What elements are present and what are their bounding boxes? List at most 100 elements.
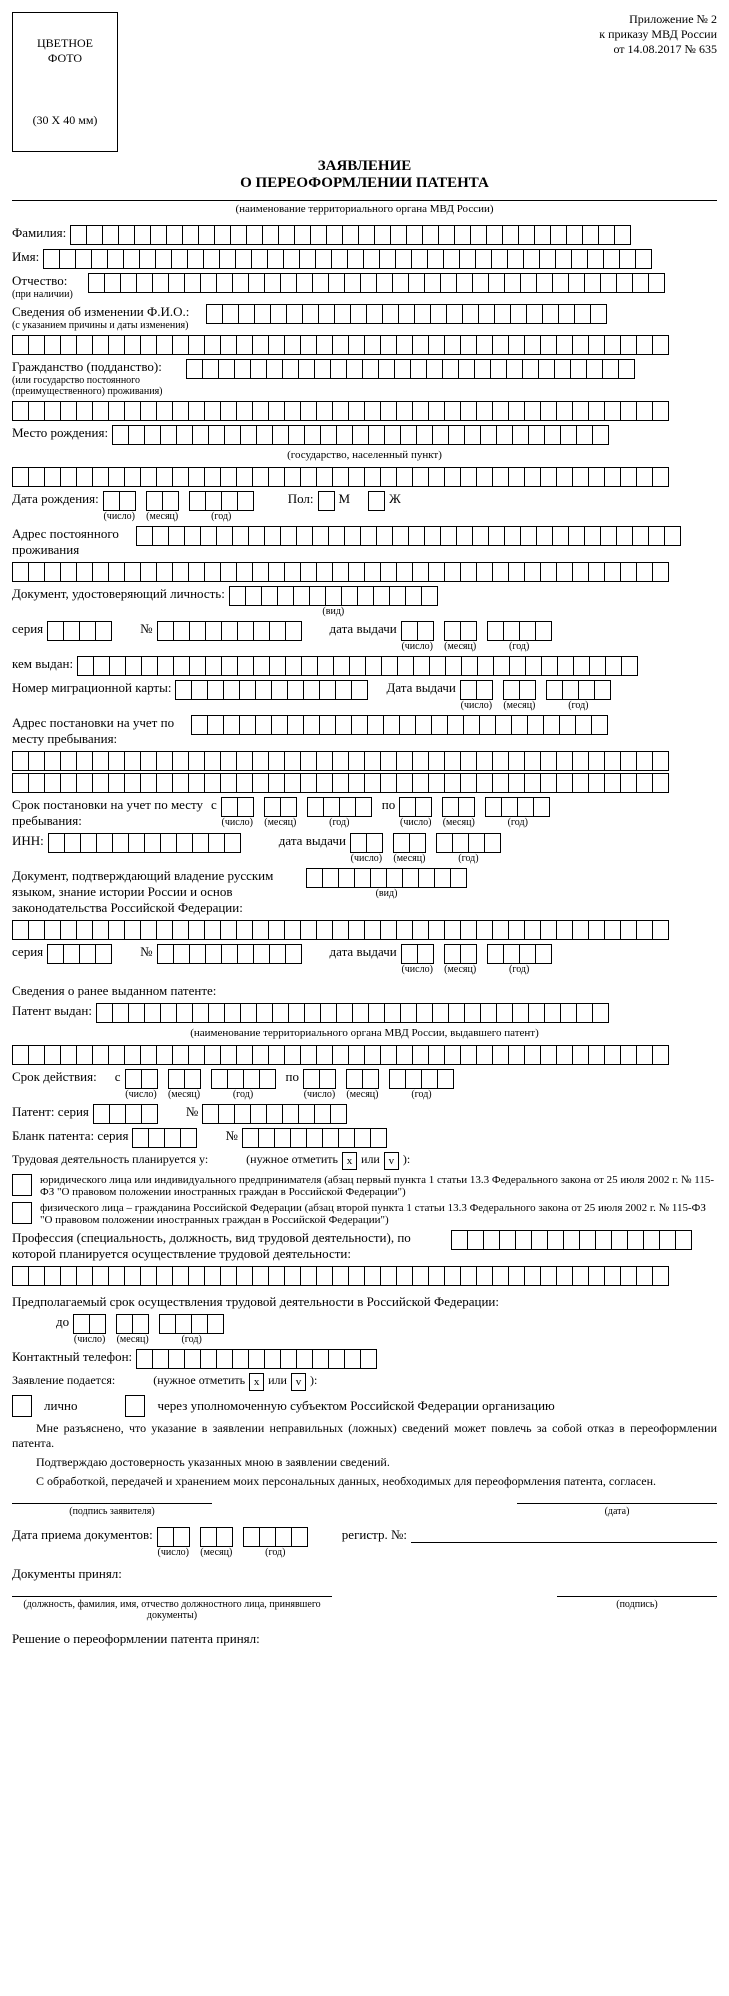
citizenship-cells[interactable] <box>186 359 635 379</box>
reg-no-field[interactable] <box>411 1527 717 1543</box>
legal-entity-text: юридического лица или индивидуального пр… <box>40 1174 717 1198</box>
birth-year-cells[interactable] <box>189 491 254 511</box>
lang-number-cells[interactable] <box>157 944 302 964</box>
id-series-cells[interactable] <box>47 621 112 641</box>
to-label-1: по <box>382 797 395 813</box>
val-from-year[interactable] <box>211 1069 276 1089</box>
document-title: ЗАЯВЛЕНИЕ О ПЕРЕОФОРМЛЕНИИ ПАТЕНТА <box>12 158 717 192</box>
blank-series-cells[interactable] <box>132 1128 197 1148</box>
inn-month[interactable] <box>393 833 426 853</box>
lang-year[interactable] <box>487 944 552 964</box>
sex-f-label: Ж <box>389 491 401 507</box>
profession-cells[interactable] <box>451 1230 692 1250</box>
docs-year[interactable] <box>243 1527 308 1547</box>
date-sig-line[interactable]: (дата) <box>517 1503 717 1517</box>
phone-cells[interactable] <box>136 1349 377 1369</box>
issued-by-cells[interactable] <box>77 656 638 676</box>
stay-from-year[interactable] <box>307 797 372 817</box>
annex-block: Приложение № 2 к приказу МВД России от 1… <box>599 12 717 57</box>
id-doc-vid-cells[interactable] <box>229 586 438 606</box>
val-from-day[interactable] <box>125 1069 158 1089</box>
id-issue-month[interactable] <box>444 621 477 641</box>
in-person-checkbox[interactable] <box>12 1395 32 1417</box>
applicant-sig-line[interactable]: (подпись заявителя) <box>12 1503 212 1517</box>
stay-to-month[interactable] <box>442 797 475 817</box>
patent-issued-row: Патент выдан: <box>12 1003 717 1023</box>
patent-series-cells[interactable] <box>93 1104 158 1124</box>
wp-month[interactable] <box>116 1314 149 1334</box>
inn-label: ИНН: <box>12 833 44 849</box>
patronymic-cells[interactable] <box>88 273 665 293</box>
migr-card-cells[interactable] <box>175 680 368 700</box>
val-from-month[interactable] <box>168 1069 201 1089</box>
stay-to-year[interactable] <box>485 797 550 817</box>
in-person-label: лично <box>44 1398 77 1414</box>
official-sig-line[interactable]: (должность, фамилия, имя, отчество должн… <box>12 1596 332 1621</box>
val-to-month[interactable] <box>346 1069 379 1089</box>
migr-day[interactable] <box>460 680 493 700</box>
lang-doc-vid-group: (вид) <box>306 868 467 899</box>
id-issue-year[interactable] <box>487 621 552 641</box>
address-stay-cells-2[interactable] <box>12 751 669 771</box>
birthplace-note: (государство, населенный пункт) <box>12 449 717 461</box>
address-stay-cells[interactable] <box>191 715 608 735</box>
docs-day[interactable] <box>157 1527 190 1547</box>
signature-line[interactable]: (подпись) <box>557 1596 717 1621</box>
docs-month[interactable] <box>200 1527 233 1547</box>
id-doc-vid-group: (вид) <box>229 586 438 617</box>
via-org-checkbox[interactable] <box>125 1395 145 1417</box>
blank-no-cells[interactable] <box>242 1128 387 1148</box>
birthplace-cells-2[interactable] <box>12 467 669 487</box>
profession-cells-2[interactable] <box>12 1266 669 1286</box>
photo-label-3: (30 X 40 мм) <box>33 113 98 128</box>
inn-year[interactable] <box>436 833 501 853</box>
work-period-row: до (число) (месяц) (год) <box>12 1314 717 1345</box>
address-perm-cells-2[interactable] <box>12 562 669 582</box>
natural-person-checkbox[interactable] <box>12 1202 32 1224</box>
patent-issued-cells[interactable] <box>96 1003 609 1023</box>
phone-row: Контактный телефон: <box>12 1349 717 1369</box>
lang-series-cells[interactable] <box>47 944 112 964</box>
surname-label: Фамилия: <box>12 225 66 241</box>
citizenship-cells-2[interactable] <box>12 401 669 421</box>
lang-month[interactable] <box>444 944 477 964</box>
birth-day-cells[interactable] <box>103 491 136 511</box>
name-cells[interactable] <box>43 249 652 269</box>
birthdate-row: Дата рождения: (число) (месяц) (год) Пол… <box>12 491 717 522</box>
sex-f-cell[interactable] <box>368 491 385 511</box>
docs-received-label: Документы принял: <box>12 1566 717 1582</box>
fio-change-cells-2[interactable] <box>12 335 669 355</box>
stay-to-day[interactable] <box>399 797 432 817</box>
val-to-year[interactable] <box>389 1069 454 1089</box>
sex-m-cell[interactable] <box>318 491 335 511</box>
photo-placeholder: ЦВЕТНОЕ ФОТО (30 X 40 мм) <box>12 12 118 152</box>
migr-month[interactable] <box>503 680 536 700</box>
inn-cells[interactable] <box>48 833 241 853</box>
stay-from-month[interactable] <box>264 797 297 817</box>
id-number-cells[interactable] <box>157 621 302 641</box>
val-to-day[interactable] <box>303 1069 336 1089</box>
patent-no-cells[interactable] <box>202 1104 347 1124</box>
address-stay-cells-3[interactable] <box>12 773 669 793</box>
surname-cells[interactable] <box>70 225 631 245</box>
wp-day[interactable] <box>73 1314 106 1334</box>
birth-month-cells[interactable] <box>146 491 179 511</box>
inn-day[interactable] <box>350 833 383 853</box>
lang-doc-cells-2[interactable] <box>12 920 669 940</box>
stay-from-day[interactable] <box>221 797 254 817</box>
submit-v-cell: v <box>291 1373 306 1391</box>
natural-person-row: физического лица – гражданина Российской… <box>12 1202 717 1226</box>
patent-series-row: Патент: серия № <box>12 1104 717 1124</box>
lang-day[interactable] <box>401 944 434 964</box>
birthplace-cells[interactable] <box>112 425 609 445</box>
legal-entity-checkbox[interactable] <box>12 1174 32 1196</box>
lang-doc-vid-cells[interactable] <box>306 868 467 888</box>
id-issue-day[interactable] <box>401 621 434 641</box>
patent-issued-label: Патент выдан: <box>12 1003 92 1019</box>
migr-year[interactable] <box>546 680 611 700</box>
patent-issued-cells-2[interactable] <box>12 1045 669 1065</box>
wp-year[interactable] <box>159 1314 224 1334</box>
id-series-row: серия № дата выдачи (число) (месяц) (год… <box>12 621 717 652</box>
address-perm-cells[interactable] <box>136 526 681 546</box>
fio-change-cells[interactable] <box>206 304 607 324</box>
